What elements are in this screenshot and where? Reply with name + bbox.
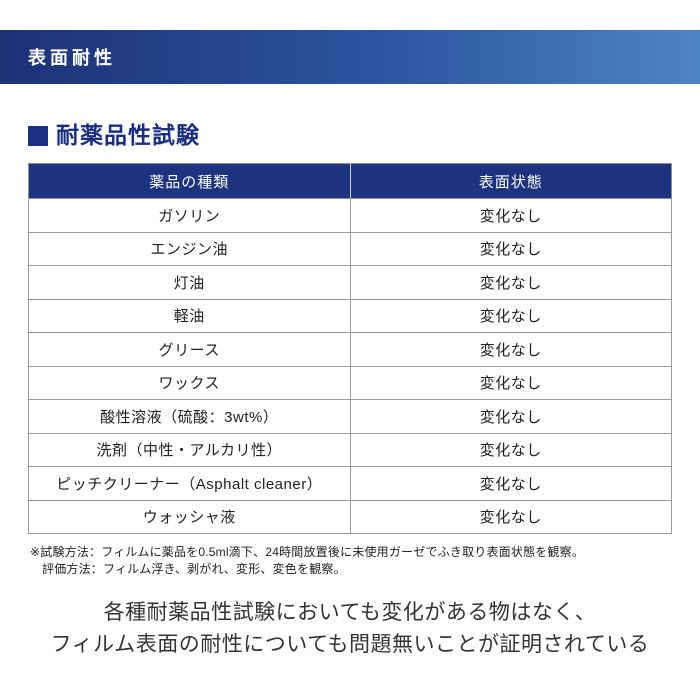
table-row: ワックス 変化なし [28, 365, 672, 400]
chemical-name-cell: グリース [28, 332, 351, 367]
chemical-name-cell: 酸性溶液（硫酸：3wt%） [28, 399, 351, 434]
table-row: 洗剤（中性・アルカリ性） 変化なし [28, 432, 672, 467]
surface-state-cell: 変化なし [349, 499, 672, 534]
chemical-name-cell: 灯油 [28, 265, 351, 300]
surface-state-cell: 変化なし [349, 399, 672, 434]
table-row: グリース 変化なし [28, 332, 672, 367]
table-row: ピッチクリーナー（Asphalt cleaner） 変化なし [28, 466, 672, 501]
chemical-resistance-table: 薬品の種類 表面状態 ガソリン 変化なし エンジン油 変化なし 灯油 変化なし … [28, 163, 672, 534]
header-bar: 表面耐性 [0, 30, 700, 84]
table-row: ウォッシャ液 変化なし [28, 499, 672, 534]
conclusion-line-2: フィルム表面の耐性についても問題無いことが証明されている [50, 633, 650, 656]
chemical-name-cell: ウォッシャ液 [28, 499, 351, 534]
conclusion-line-1: 各種耐薬品性試験においても変化がある物はなく、 [103, 601, 597, 624]
surface-state-cell: 変化なし [349, 365, 672, 400]
footnote: ※試験方法：フィルムに薬品を0.5ml滴下、24時間放置後に未使用ガーゼでふき取… [30, 544, 680, 578]
chemical-name-cell: エンジン油 [28, 231, 351, 266]
surface-state-cell: 変化なし [349, 332, 672, 367]
table-row: 灯油 変化なし [28, 265, 672, 300]
surface-state-cell: 変化なし [349, 198, 672, 233]
chemical-name-cell: 軽油 [28, 298, 351, 333]
chemical-name-cell: ガソリン [28, 198, 351, 233]
column-header-surface-state: 表面状態 [349, 163, 672, 199]
table-header: 薬品の種類 表面状態 [28, 163, 672, 199]
chemical-name-cell: 洗剤（中性・アルカリ性） [28, 432, 351, 467]
footnote-test-method: ※試験方法：フィルムに薬品を0.5ml滴下、24時間放置後に未使用ガーゼでふき取… [30, 545, 585, 559]
surface-state-cell: 変化なし [349, 466, 672, 501]
surface-state-cell: 変化なし [349, 265, 672, 300]
table-row: エンジン油 変化なし [28, 231, 672, 266]
surface-state-cell: 変化なし [349, 298, 672, 333]
table-row: 軽油 変化なし [28, 298, 672, 333]
section-heading-label: 耐薬品性試験 [56, 122, 200, 148]
conclusion-text: 各種耐薬品性試験においても変化がある物はなく、 フィルム表面の耐性についても問題… [0, 597, 700, 661]
footnote-evaluation-method: 評価方法：フィルム浮き、剥がれ、変形、変色を観察。 [42, 562, 346, 576]
square-bullet-icon [28, 125, 48, 146]
surface-state-cell: 変化なし [349, 231, 672, 266]
section-heading: 耐薬品性試験 [28, 124, 200, 147]
table-row: ガソリン 変化なし [28, 198, 672, 233]
chemical-name-cell: ワックス [28, 365, 351, 400]
table-row: 酸性溶液（硫酸：3wt%） 変化なし [28, 399, 672, 434]
table-body: ガソリン 変化なし エンジン油 変化なし 灯油 変化なし 軽油 変化なし グリー… [28, 198, 672, 534]
header-bar-title: 表面耐性 [28, 48, 116, 68]
chemical-name-cell: ピッチクリーナー（Asphalt cleaner） [28, 466, 351, 501]
surface-state-cell: 変化なし [349, 432, 672, 467]
column-header-chemical-type: 薬品の種類 [28, 163, 351, 199]
table-header-row: 薬品の種類 表面状態 [28, 163, 672, 199]
